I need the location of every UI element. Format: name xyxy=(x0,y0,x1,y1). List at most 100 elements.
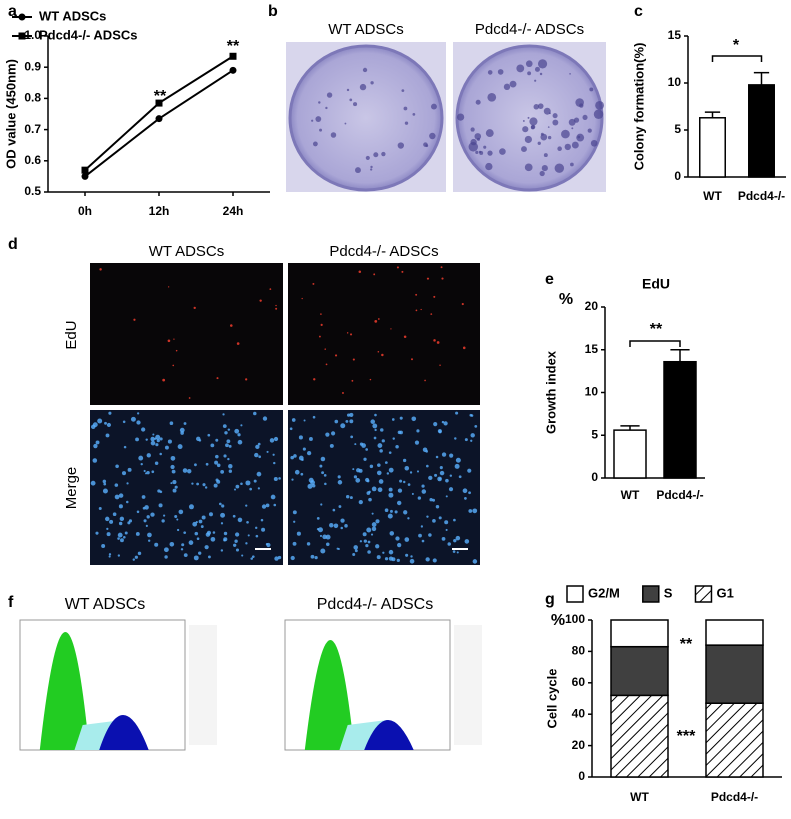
cell xyxy=(240,424,243,427)
cell xyxy=(445,495,448,498)
cell xyxy=(214,460,219,465)
cell xyxy=(201,515,206,520)
cell xyxy=(269,438,275,443)
y-tick-label: 1.0 xyxy=(24,28,41,42)
cell xyxy=(351,379,354,382)
image-title: Pdcd4-/- ADSCs xyxy=(317,596,433,613)
cell xyxy=(170,464,175,470)
cell xyxy=(253,411,257,416)
cell xyxy=(162,378,166,382)
cell xyxy=(265,503,270,508)
cell xyxy=(430,313,433,315)
cell xyxy=(147,532,152,538)
cell xyxy=(246,520,249,524)
colony xyxy=(568,118,576,126)
cell xyxy=(109,519,114,524)
colony xyxy=(499,148,506,155)
cell xyxy=(453,538,457,543)
cell xyxy=(361,443,366,448)
cell xyxy=(379,449,383,453)
cell xyxy=(396,558,400,562)
cell xyxy=(123,535,126,539)
cell xyxy=(102,488,108,494)
colony xyxy=(543,153,548,158)
cell xyxy=(373,273,376,276)
cell xyxy=(228,444,232,448)
colony xyxy=(315,116,322,122)
cell xyxy=(171,469,176,474)
colony xyxy=(404,121,409,125)
colony xyxy=(349,98,353,102)
cell xyxy=(432,518,436,523)
bar-segment xyxy=(610,619,669,648)
cell xyxy=(405,553,409,557)
y-tick-label: 10 xyxy=(585,385,599,399)
cell xyxy=(150,512,155,517)
cell xyxy=(404,465,410,471)
cell xyxy=(421,484,425,488)
cell xyxy=(325,432,330,437)
cell xyxy=(298,455,304,461)
g2-peak xyxy=(99,715,149,750)
cell xyxy=(306,451,312,456)
cell xyxy=(196,436,201,442)
cell xyxy=(397,542,402,548)
cell xyxy=(403,335,407,338)
colony xyxy=(576,133,585,142)
cell xyxy=(293,520,296,523)
cell xyxy=(204,545,209,550)
cell xyxy=(257,442,261,446)
colony xyxy=(541,164,548,172)
cell xyxy=(188,397,191,399)
cell xyxy=(122,420,126,424)
colony xyxy=(365,155,370,160)
cell xyxy=(121,471,127,476)
cell xyxy=(421,489,427,494)
colony xyxy=(552,113,558,119)
cell xyxy=(311,484,316,488)
cell xyxy=(424,379,426,382)
cell xyxy=(371,522,377,527)
cell xyxy=(289,427,293,431)
row-label: EdU xyxy=(63,320,80,349)
y-tick-label: 0.5 xyxy=(24,184,41,198)
cell xyxy=(232,514,236,518)
cell xyxy=(436,341,440,344)
cell xyxy=(255,444,260,450)
dish xyxy=(288,44,444,192)
cell xyxy=(354,443,357,446)
cell xyxy=(136,420,141,425)
colony xyxy=(525,60,533,68)
cell xyxy=(458,475,462,479)
point xyxy=(229,66,237,74)
cell xyxy=(224,431,228,435)
cell xyxy=(257,487,260,490)
cell xyxy=(382,551,385,554)
cell xyxy=(358,500,363,505)
y-tick-label: 0.8 xyxy=(24,91,41,105)
cell xyxy=(254,452,259,458)
colony xyxy=(570,162,574,167)
cell xyxy=(93,443,98,449)
y-tick-label: 40 xyxy=(572,706,586,720)
cell xyxy=(346,332,349,334)
cell xyxy=(444,520,449,525)
colony xyxy=(569,73,571,75)
cell xyxy=(269,288,272,291)
cell xyxy=(303,419,306,422)
cell xyxy=(158,503,163,508)
cell xyxy=(340,526,344,530)
cell xyxy=(394,510,398,514)
cell xyxy=(170,455,176,461)
cell xyxy=(234,539,238,543)
cell xyxy=(141,427,146,432)
colony xyxy=(468,142,479,152)
cell xyxy=(155,443,159,447)
cell xyxy=(376,470,382,476)
cell xyxy=(389,509,393,513)
cell xyxy=(386,472,390,475)
cell xyxy=(320,548,326,554)
cell xyxy=(290,455,294,460)
cell xyxy=(265,542,269,546)
cell xyxy=(261,504,267,509)
